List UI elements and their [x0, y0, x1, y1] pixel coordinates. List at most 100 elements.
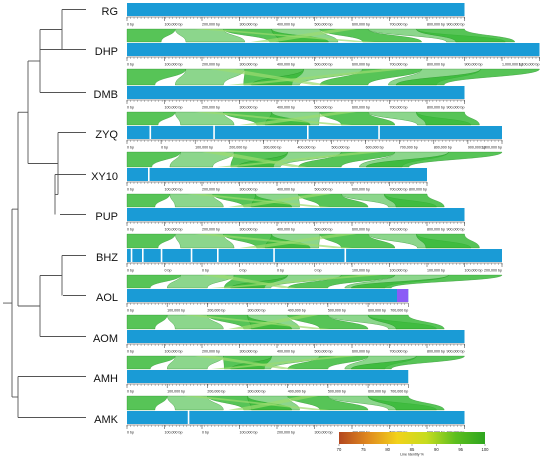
ruler-tick-label: 800,000 bp — [427, 228, 445, 232]
ruler-tick-label: 0 bp — [127, 269, 134, 273]
genome-label: AOL — [96, 292, 118, 304]
synteny-link — [202, 275, 296, 288]
ruler-tick-label: 0 bp — [127, 228, 134, 232]
ruler-tick-label: 1,100,000 bp — [519, 63, 540, 67]
ruler-tick-label: 800,000 bp — [427, 106, 445, 110]
ruler-tick-label: 800,000 bp — [427, 350, 445, 354]
synteny-link — [298, 151, 396, 168]
ruler-tick-label: 700,000 bp — [390, 106, 408, 110]
ruler-tick-label: 0 bp — [127, 390, 134, 394]
contig-gap — [213, 125, 215, 140]
synteny-link — [175, 28, 246, 43]
synteny-link — [298, 193, 369, 208]
ruler-tick-label: 0 bp — [127, 188, 134, 192]
synteny-link — [319, 233, 396, 249]
synteny-link — [228, 194, 331, 207]
genome-track-aom: AOM 0 bp 100,000 bp 200,000 bp 300,000 bp 400… — [93, 330, 465, 354]
ruler-tick-label: 0 bp — [127, 431, 134, 435]
ruler-tick-label: 300,000 bp — [248, 390, 266, 394]
ruler-tick-label: 200,000 bp — [277, 431, 295, 435]
ruler-tick-label: 500,000 bp — [315, 350, 333, 354]
genome-track-xy10: XY10 0 bp 100,000 bp 200,000 bp 300,000 bp 40… — [91, 167, 428, 192]
ruler-tick-label: 900,000 bp — [447, 106, 465, 110]
ruler-tick-label: 0 bp — [161, 146, 168, 150]
ruler-tick-label: 400,000 bp — [297, 146, 315, 150]
legend-tick-label: 75 — [361, 447, 366, 452]
ruler-tick-label: 800,000 bp — [409, 188, 427, 192]
genome-track-aol: AOL 0 bp 100,000 bp 200,000 bp 300,000 bp 400… — [96, 289, 409, 313]
ruler-tick-label: 100,000 bp — [165, 350, 183, 354]
synteny-link — [126, 233, 176, 249]
genome-label: AMK — [94, 414, 119, 426]
ruler-tick-label: 200,000 bp — [202, 23, 220, 27]
ruler-tick-label: 800,000 bp — [427, 63, 445, 67]
synteny-link — [416, 233, 480, 249]
synteny-link — [319, 111, 396, 126]
ruler-tick-label: 200,000 bp — [207, 309, 225, 313]
ruler-tick-label: 100,000 bp — [165, 106, 183, 110]
synteny-link — [187, 194, 330, 207]
genome-label: DMB — [94, 89, 118, 101]
genome-track-amh: AMH 0 bp 100,000 bp 200,000 bp 300,000 bp 400… — [94, 370, 409, 394]
ruler-tick-label: 300,000 bp — [315, 431, 333, 435]
genome-bar — [127, 86, 465, 99]
ruler-tick-label: 200,000 bp — [202, 188, 220, 192]
synteny-link — [194, 112, 352, 125]
ruler-tick-label: 700,000 bp — [390, 188, 408, 192]
contig-gap — [217, 248, 219, 263]
ruler-tick-label: 100,000 bp — [165, 431, 183, 435]
ruler-tick-label: 400,000 bp — [277, 228, 295, 232]
ruler-tick-label: 700,000 bp — [390, 228, 408, 232]
synteny-link — [228, 69, 408, 85]
synteny-link — [126, 151, 181, 168]
contig-gap — [378, 125, 380, 140]
genome-bar — [127, 289, 409, 302]
ruler-tick-label: 700,000 bp — [390, 23, 408, 27]
ruler-tick-label: 400,000 bp — [288, 309, 306, 313]
genome-bar — [127, 43, 540, 56]
genome-tracks: RG 0 bp 100,000 bp 200,000 bp 300,000 bp 400,… — [91, 3, 540, 435]
ruler-tick-label: 900,000 bp — [465, 63, 483, 67]
ruler-tick-label: 300,000 bp — [263, 146, 281, 150]
ruler-tick-label: 300,000 bp — [240, 188, 258, 192]
contig-gap — [344, 248, 347, 263]
ruler-tick-label: 100,000 bp — [352, 269, 370, 273]
ruler-tick-label: 300,000 bp — [240, 23, 258, 27]
genome-label: AOM — [93, 333, 118, 345]
ruler-tick-label: 900,000 bp — [468, 146, 486, 150]
ruler-tick-label: 200,000 bp — [484, 269, 502, 273]
ruler-tick-label: 600,000 bp — [352, 23, 370, 27]
ruler-tick-label: 700,000 bp — [390, 350, 408, 354]
contig-gap — [160, 248, 163, 263]
ruler-tick-label: 700,000 bp — [390, 63, 408, 67]
ruler-tick-label: 200,000 bp — [207, 390, 225, 394]
genome-bar — [127, 168, 427, 181]
synteny-link — [351, 355, 465, 370]
genome-label: RG — [102, 6, 119, 18]
ruler-tick-label: 500,000 bp — [328, 309, 346, 313]
genome-label: BHZ — [96, 252, 118, 264]
contig-gap — [187, 410, 190, 425]
genome-bar — [127, 249, 502, 262]
contig-gap — [273, 248, 275, 263]
genome-label: PUP — [95, 211, 118, 223]
synteny-link — [239, 112, 357, 125]
genome-track-bhz: BHZ 0 bp 0 bp 0 bp 0 bp 0 bp 0 bp 100,000 bp 100… — [96, 248, 503, 273]
genome-bar — [127, 126, 502, 139]
contig-gap — [307, 125, 309, 140]
ruler-tick-label: 1,000,000 bp — [502, 63, 523, 67]
ruler-tick-label: 600,000 bp — [366, 146, 384, 150]
synteny-link — [194, 234, 352, 248]
ruler-tick-label: 900,000 bp — [447, 228, 465, 232]
genome-label: ZYQ — [95, 129, 118, 141]
ruler-tick-label: 800,000 bp — [434, 146, 452, 150]
ruler-tick-label: 100,000 bp — [165, 228, 183, 232]
genome-bar — [127, 3, 465, 16]
ruler-tick-label: 400,000 bp — [288, 390, 306, 394]
contig-gap — [148, 167, 150, 182]
synteny-link — [167, 314, 224, 330]
genome-track-zyq: ZYQ 0 bp 0 bp 100,000 bp 200,000 bp 300,000 b… — [95, 125, 503, 150]
synteny-link — [126, 314, 168, 330]
synteny-link — [167, 395, 224, 411]
genome-track-dhp: DHP 0 bp 100,000 bp 200,000 bp 300,000 bp 400… — [95, 43, 540, 67]
